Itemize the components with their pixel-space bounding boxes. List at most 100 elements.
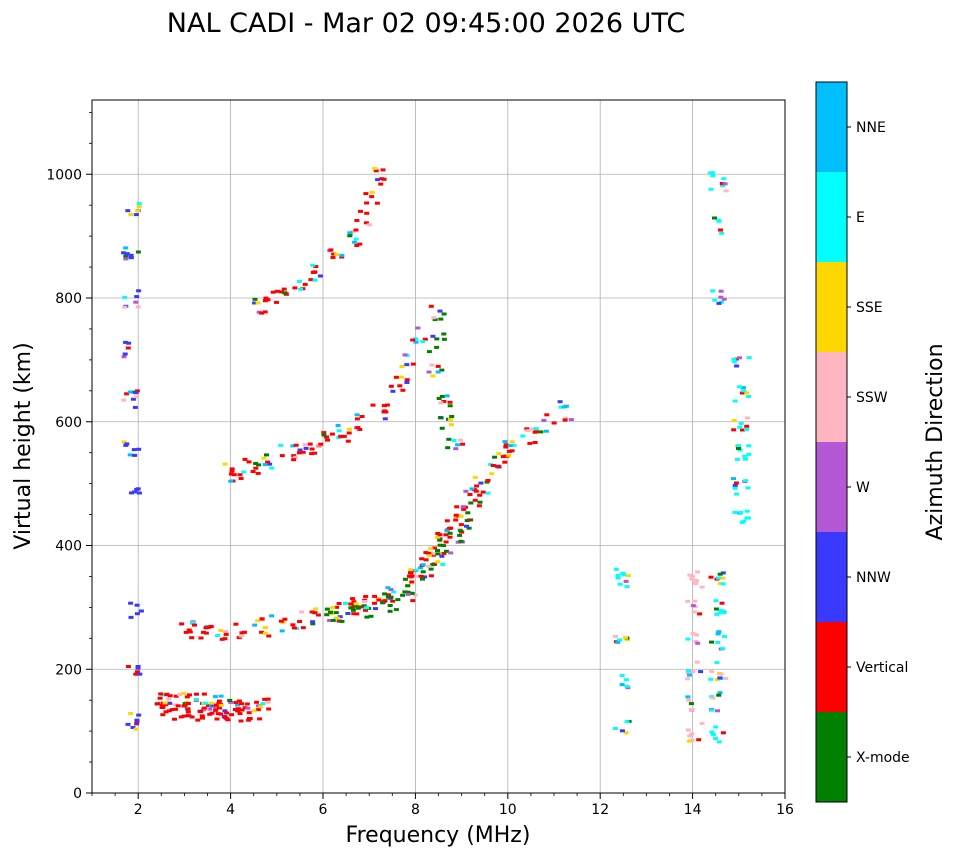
x-tick-label: 14 bbox=[684, 802, 702, 818]
echo-mark bbox=[447, 535, 453, 539]
echo-mark bbox=[689, 732, 695, 736]
echo-mark bbox=[561, 405, 567, 409]
echo-mark bbox=[223, 629, 229, 633]
echo-mark bbox=[166, 709, 172, 713]
echo-mark bbox=[124, 442, 130, 446]
y-tick-label: 800 bbox=[55, 291, 82, 307]
echo-mark bbox=[533, 427, 539, 431]
echo-mark bbox=[259, 617, 265, 621]
echo-mark bbox=[218, 703, 224, 707]
echo-mark bbox=[429, 363, 435, 367]
echo-mark bbox=[543, 429, 549, 433]
echo-mark bbox=[432, 318, 438, 322]
echo-mark bbox=[364, 606, 370, 610]
echo-mark bbox=[210, 703, 216, 707]
echo-mark bbox=[619, 683, 625, 687]
echo-mark bbox=[317, 274, 323, 278]
echo-mark bbox=[453, 513, 459, 517]
echo-mark bbox=[366, 223, 372, 227]
echo-mark bbox=[330, 256, 336, 259]
echo-mark bbox=[623, 731, 629, 735]
echo-mark bbox=[410, 599, 416, 603]
echo-mark bbox=[133, 213, 139, 217]
echo-mark bbox=[181, 704, 187, 708]
echo-mark bbox=[201, 630, 206, 634]
x-tick-label: 16 bbox=[776, 802, 794, 818]
echo-mark bbox=[461, 507, 467, 511]
echo-mark bbox=[212, 695, 218, 699]
y-tick-label: 0 bbox=[73, 786, 82, 802]
echo-mark bbox=[129, 491, 134, 495]
echo-mark bbox=[467, 493, 473, 496]
echo-mark bbox=[742, 454, 748, 458]
echo-mark bbox=[731, 419, 737, 422]
echo-mark bbox=[303, 446, 309, 450]
echo-mark bbox=[404, 381, 410, 384]
echo-mark bbox=[410, 362, 416, 366]
echo-mark bbox=[353, 604, 359, 608]
echo-mark bbox=[330, 618, 336, 622]
echo-mark bbox=[166, 697, 172, 701]
echo-mark bbox=[496, 452, 502, 455]
echo-mark bbox=[338, 434, 344, 438]
echo-mark bbox=[455, 443, 461, 447]
echo-mark bbox=[203, 701, 209, 705]
echo-mark bbox=[259, 630, 265, 634]
echo-mark bbox=[257, 717, 263, 721]
echo-mark bbox=[227, 698, 233, 702]
echo-mark bbox=[193, 698, 199, 701]
echo-mark bbox=[217, 706, 223, 710]
echo-mark bbox=[192, 623, 197, 627]
echo-mark bbox=[716, 219, 722, 223]
colorbar-swatch bbox=[816, 532, 847, 622]
echo-mark bbox=[412, 593, 418, 597]
echo-mark bbox=[181, 691, 187, 695]
echo-mark bbox=[291, 454, 297, 458]
echo-mark bbox=[413, 568, 419, 572]
echo-mark bbox=[335, 616, 340, 620]
echo-mark bbox=[419, 557, 425, 561]
echo-mark bbox=[281, 287, 287, 291]
echo-mark bbox=[423, 551, 429, 555]
echo-mark bbox=[746, 395, 752, 398]
echo-mark bbox=[246, 711, 252, 715]
echo-mark bbox=[686, 673, 692, 677]
echo-mark bbox=[350, 230, 356, 234]
echo-mark bbox=[369, 190, 375, 194]
echo-mark bbox=[423, 558, 429, 562]
echo-mark bbox=[721, 611, 727, 615]
echo-mark bbox=[312, 611, 318, 615]
echo-mark bbox=[353, 602, 359, 606]
echo-mark bbox=[354, 244, 360, 247]
echo-mark bbox=[121, 251, 127, 255]
echo-mark bbox=[530, 427, 536, 431]
echo-mark bbox=[688, 702, 694, 706]
echo-mark bbox=[615, 576, 621, 580]
echo-mark bbox=[252, 623, 258, 627]
echo-mark bbox=[443, 533, 449, 537]
echo-mark bbox=[132, 405, 138, 409]
echo-mark bbox=[431, 316, 437, 320]
echo-mark bbox=[253, 466, 259, 470]
echo-mark bbox=[716, 693, 722, 697]
echo-mark bbox=[458, 523, 464, 527]
echo-mark bbox=[623, 579, 629, 583]
echo-mark bbox=[309, 452, 315, 456]
echo-mark bbox=[233, 701, 239, 704]
echo-mark bbox=[708, 575, 714, 579]
echo-mark bbox=[441, 544, 446, 548]
echo-mark bbox=[434, 345, 440, 349]
echo-mark bbox=[690, 604, 696, 608]
y-tick-label: 400 bbox=[55, 539, 82, 555]
echo-mark bbox=[441, 551, 447, 555]
echo-mark bbox=[488, 463, 494, 467]
echo-mark bbox=[237, 712, 243, 716]
echo-mark bbox=[698, 670, 704, 674]
echo-mark bbox=[473, 489, 479, 493]
echo-mark bbox=[309, 610, 315, 614]
echo-mark bbox=[721, 297, 727, 301]
echo-mark bbox=[733, 481, 739, 485]
echo-mark bbox=[737, 356, 743, 360]
echo-mark bbox=[520, 434, 526, 438]
echo-mark bbox=[402, 577, 408, 581]
